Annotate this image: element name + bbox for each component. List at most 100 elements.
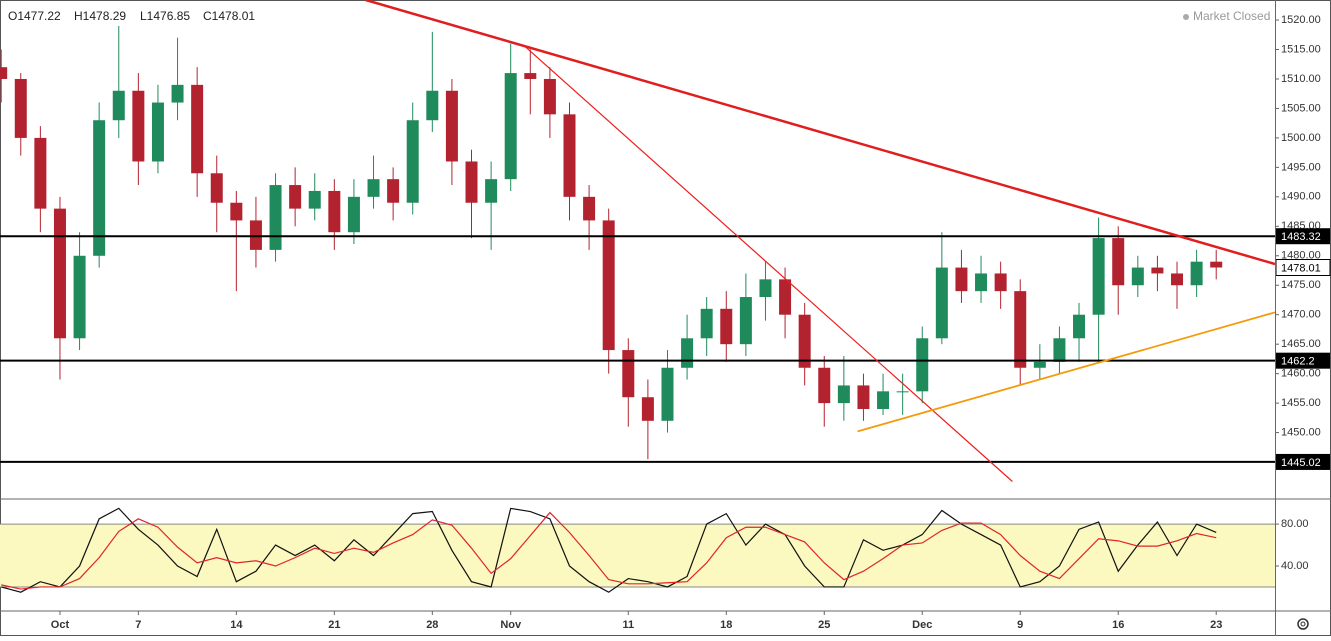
candle-body <box>1171 273 1184 286</box>
candle-body <box>739 297 752 345</box>
candle-body <box>14 78 27 138</box>
x-tick-label: 11 <box>622 619 634 631</box>
candle-body <box>975 273 988 292</box>
candle-body <box>53 208 66 339</box>
trend-line <box>524 45 1013 482</box>
low-label: L1476.85 <box>140 9 190 23</box>
candle-body <box>583 196 596 221</box>
y-tick-label: 1495.00 <box>1281 161 1321 173</box>
y-tick-label: 1515.00 <box>1281 43 1321 55</box>
candle-body <box>1112 238 1125 286</box>
x-tick-label: 7 <box>135 619 141 631</box>
y-tick-label: 1520.00 <box>1281 14 1321 26</box>
candle-body <box>308 190 321 209</box>
candle-body <box>34 137 47 209</box>
candle-body <box>857 385 870 410</box>
trend-line <box>857 311 1275 433</box>
candle-body <box>1151 267 1164 274</box>
candle-body <box>132 90 145 162</box>
candle-body <box>1073 314 1086 339</box>
candle-body <box>916 338 929 392</box>
y-tick-label: 1470.00 <box>1281 309 1321 321</box>
x-tick-label: 28 <box>426 619 438 631</box>
stoch-line <box>1 511 1217 590</box>
candle-body <box>347 196 360 233</box>
x-tick-label: Dec <box>912 619 932 631</box>
candle-body <box>818 367 831 404</box>
close-label: C1478.01 <box>203 9 255 23</box>
candle-body <box>1210 261 1223 268</box>
candle-body <box>465 161 478 203</box>
candle-body <box>1014 291 1027 368</box>
candle-body <box>93 120 106 256</box>
candle-body <box>289 185 302 209</box>
y-tick-label: 1480.00 <box>1281 250 1321 262</box>
y-tick-label: 1465.00 <box>1281 338 1321 350</box>
candle-body <box>622 350 635 398</box>
status-dot <box>1183 14 1189 20</box>
level-label-box <box>1276 228 1330 245</box>
level-label: 1445.02 <box>1281 457 1321 469</box>
candle-body <box>504 73 517 180</box>
candle-body <box>1092 238 1105 315</box>
candle-body <box>563 114 576 197</box>
candle-body <box>759 279 772 298</box>
high-label: H1478.29 <box>74 9 126 23</box>
y-tick-label: 1455.00 <box>1281 397 1321 409</box>
candle-body <box>1033 361 1046 368</box>
candle-body <box>896 391 909 393</box>
candle-body <box>1131 267 1144 286</box>
x-tick-label: Nov <box>500 619 522 631</box>
level-label-box <box>1276 453 1330 470</box>
trend-line <box>365 0 1275 266</box>
y-tick-label: 1490.00 <box>1281 191 1321 203</box>
x-tick-label: 14 <box>230 619 243 631</box>
y-tick-label: 1500.00 <box>1281 132 1321 144</box>
x-tick-label: 23 <box>1210 619 1222 631</box>
candle-body <box>445 90 458 162</box>
candle-body <box>935 267 948 339</box>
y-tick-label: 1505.00 <box>1281 102 1321 114</box>
candle-body <box>230 202 243 221</box>
level-label: 1483.32 <box>1281 231 1321 243</box>
candle-body <box>700 308 713 339</box>
candle-body <box>485 179 498 203</box>
candle-body <box>779 279 792 315</box>
candle-body <box>249 220 262 250</box>
y-tick-label: 1460.00 <box>1281 368 1321 380</box>
candle-body <box>406 120 419 203</box>
candle-body <box>367 179 380 197</box>
candle-body <box>661 367 674 421</box>
candle-body <box>328 190 341 233</box>
open-label: O1477.22 <box>8 9 61 23</box>
candle-body <box>798 314 811 368</box>
candle-body <box>0 67 8 79</box>
candle-body <box>955 267 968 292</box>
candle-body <box>543 78 556 115</box>
candle-body <box>210 173 223 203</box>
candle-body <box>151 102 164 162</box>
market-status: Market Closed <box>1193 9 1270 23</box>
y-tick-label: 1510.00 <box>1281 73 1321 85</box>
level-label-box <box>1276 352 1330 369</box>
x-tick-label: 18 <box>720 619 732 631</box>
last-price-label: 1478.01 <box>1281 262 1321 274</box>
x-tick-label: Oct <box>51 619 70 631</box>
y-tick-label: 40.00 <box>1281 560 1309 572</box>
y-tick-label: 1450.00 <box>1281 426 1321 438</box>
candle-body <box>720 308 733 345</box>
x-tick-label: 21 <box>328 619 340 631</box>
candle-body <box>681 338 694 368</box>
x-tick-label: 9 <box>1017 619 1023 631</box>
candle-body <box>994 273 1007 292</box>
y-tick-label: 80.00 <box>1281 518 1309 530</box>
candle-body <box>1053 338 1066 362</box>
x-tick-label: 16 <box>1112 619 1124 631</box>
candle-body <box>602 220 615 351</box>
settings-icon[interactable] <box>1297 618 1309 630</box>
band-fill <box>0 524 1275 587</box>
candle-body <box>191 84 204 174</box>
candle-body <box>73 255 86 339</box>
